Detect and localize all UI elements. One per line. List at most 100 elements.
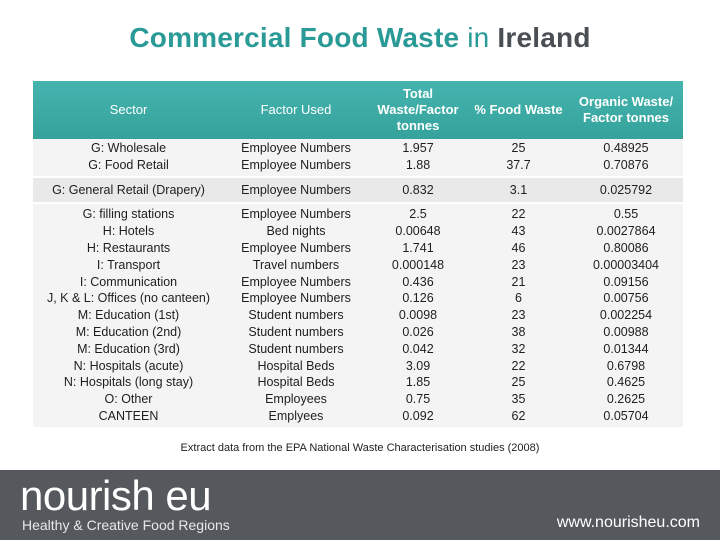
factor-value: Employees <box>265 392 327 407</box>
sector-value: M: Education (2nd) <box>75 324 182 339</box>
separator-cell <box>33 202 683 205</box>
percent-value: 3.1 <box>509 182 528 197</box>
factor-value: Student numbers <box>248 341 344 356</box>
header-total: Total Waste/Factor tonnes <box>368 81 468 139</box>
cell-factor: Employee Numbers <box>224 177 368 203</box>
sector-value: H: Restaurants <box>86 240 171 255</box>
factor-value: Employee Numbers <box>241 274 351 289</box>
footer-bar: nourish eu Healthy & Creative Food Regio… <box>0 470 720 540</box>
factor-value: Employee Numbers <box>241 207 351 222</box>
total-value: 0.75 <box>405 392 431 407</box>
total-value: 0.0098 <box>398 308 438 323</box>
factor-value: Employee Numbers <box>241 291 351 306</box>
cell-total: 1.957 1.88 <box>368 139 468 176</box>
total-value: 0.026 <box>402 324 434 339</box>
factor-value: Employee Numbers <box>241 157 351 172</box>
sector-value: I: Transport <box>96 257 161 272</box>
organic-value: 0.01344 <box>603 341 649 356</box>
sector-value: G: Food Retail <box>88 157 169 172</box>
sector-value: N: Hospitals (long stay) <box>63 375 194 390</box>
organic-value: 0.0027864 <box>596 224 656 239</box>
total-value: 2.5 <box>409 207 427 222</box>
total-value: 3.09 <box>405 358 431 373</box>
sector-value: M: Education (1st) <box>77 308 180 323</box>
percent-value: 62 <box>511 408 526 423</box>
website-link[interactable]: www.nourisheu.com <box>556 514 700 531</box>
cell-organic: 0.55 0.0027864 0.80086 0.00003404 0.09156 0.0… <box>569 204 683 427</box>
sector-value: CANTEEN <box>98 408 159 423</box>
factor-value: Hospital Beds <box>257 375 335 390</box>
percent-value: 22 <box>511 207 526 222</box>
separator-cell <box>33 175 683 178</box>
table-row-group: G: filling stations H: Hotels H: Restauran… <box>33 204 683 427</box>
cell-sector: G: General Retail (Drapery) <box>33 177 224 203</box>
footer-tagline: Healthy & Creative Food Regions <box>22 517 230 533</box>
percent-value: 38 <box>511 324 526 339</box>
cell-organic: 0.025792 <box>569 177 683 203</box>
table-row-group: G: General Retail (Drapery) Employee Numb… <box>33 177 683 203</box>
total-value: 0.042 <box>402 341 434 356</box>
organic-value: 0.80086 <box>603 240 649 255</box>
source-caption: Extract data from the EPA National Waste… <box>180 442 540 454</box>
factor-value: Employee Numbers <box>241 240 351 255</box>
title-part-2: in <box>459 22 498 53</box>
total-value: 0.092 <box>402 408 434 423</box>
table-header-row: Sector Factor Used Total Waste/Factor to… <box>33 81 683 139</box>
total-value: 0.00648 <box>395 224 441 239</box>
cell-total: 0.832 <box>368 177 468 203</box>
cell-percent: 3.1 <box>468 177 569 203</box>
total-value: 0.436 <box>402 274 434 289</box>
organic-value: 0.00756 <box>603 291 649 306</box>
sector-value: G: General Retail (Drapery) <box>52 182 205 197</box>
sector-value: G: filling stations <box>82 207 175 222</box>
page-title: Commercial Food Waste in Ireland <box>0 22 720 54</box>
title-part-1: Commercial Food Waste <box>129 22 460 53</box>
organic-value: 0.09156 <box>603 274 649 289</box>
factor-value: Bed nights <box>266 224 326 239</box>
factor-value: Student numbers <box>248 324 344 339</box>
organic-value: 0.2625 <box>606 392 646 407</box>
organic-value: 0.48925 <box>603 141 649 155</box>
organic-value: 0.00003404 <box>592 257 660 272</box>
total-value: 1.88 <box>405 157 431 172</box>
percent-value: 43 <box>511 224 526 239</box>
organic-value: 0.002254 <box>599 308 653 323</box>
sector-value: J, K & L: Offices (no canteen) <box>46 291 211 306</box>
organic-value: 0.025792 <box>599 182 653 197</box>
cell-percent: 25 37.7 <box>468 139 569 176</box>
header-percent: % Food Waste <box>468 81 569 139</box>
sector-value: G: Wholesale <box>90 141 167 155</box>
organic-value: 0.00988 <box>603 324 649 339</box>
total-value: 1.957 <box>402 141 434 155</box>
sector-value: I: Communication <box>79 274 178 289</box>
factor-value: Employee Numbers <box>241 141 351 155</box>
sector-value: N: Hospitals (acute) <box>73 358 184 373</box>
cell-organic: 0.48925 0.70876 <box>569 139 683 176</box>
header-factor: Factor Used <box>224 81 368 139</box>
total-value: 0.000148 <box>391 257 445 272</box>
total-value: 1.741 <box>402 240 434 255</box>
title-part-3: Ireland <box>497 22 591 53</box>
organic-value: 0.4625 <box>606 375 646 390</box>
organic-value: 0.70876 <box>603 157 649 172</box>
percent-value: 37.7 <box>506 157 531 172</box>
sector-value: H: Hotels <box>102 224 155 239</box>
factor-value: Emplyees <box>268 408 324 423</box>
percent-value: 25 <box>511 375 526 390</box>
cell-percent: 22 43 46 23 21 6 23 38 32 22 25 35 62 <box>468 204 569 427</box>
factor-value: Hospital Beds <box>257 358 335 373</box>
percent-value: 22 <box>511 358 526 373</box>
percent-value: 23 <box>511 308 526 323</box>
cell-sector: G: Wholesale G: Food Retail <box>33 139 224 176</box>
food-waste-table: Sector Factor Used Total Waste/Factor to… <box>33 81 683 427</box>
sector-value: M: Education (3rd) <box>77 341 180 356</box>
percent-value: 32 <box>511 341 526 356</box>
percent-value: 35 <box>511 392 526 407</box>
total-value: 0.832 <box>402 182 434 197</box>
cell-sector: G: filling stations H: Hotels H: Restauran… <box>33 204 224 427</box>
nourish-eu-logo: nourish eu <box>20 472 212 519</box>
percent-value: 21 <box>511 274 526 289</box>
total-value: 1.85 <box>405 375 431 390</box>
organic-value: 0.55 <box>613 207 639 222</box>
total-value: 0.126 <box>402 291 434 306</box>
